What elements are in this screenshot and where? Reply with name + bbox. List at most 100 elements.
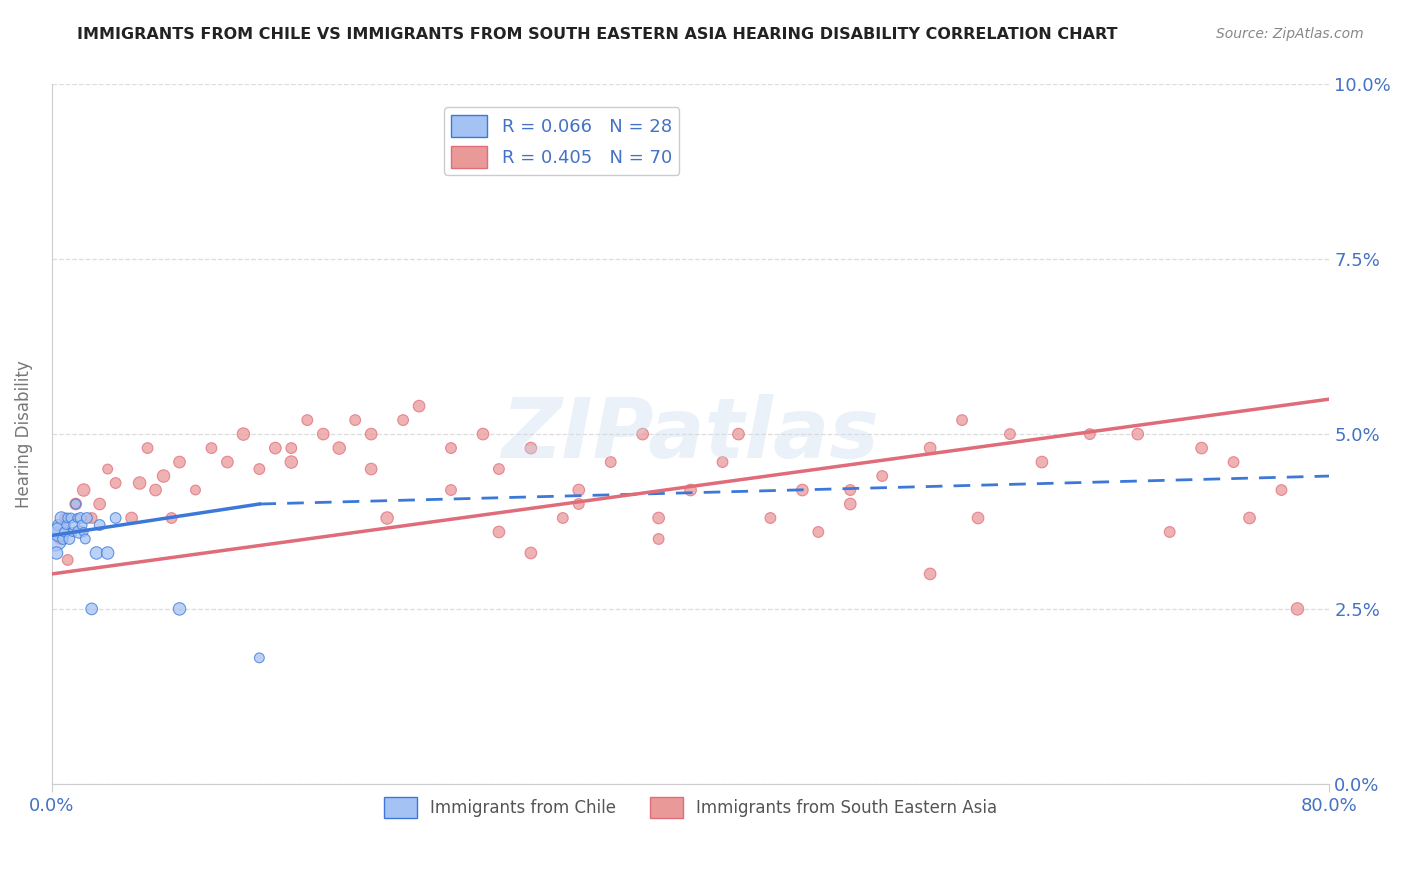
Text: ZIPatlas: ZIPatlas [502, 393, 880, 475]
Point [920, 566, 942, 581]
Point [870, 469, 893, 483]
Point [488, 524, 510, 539]
Point [392, 413, 415, 427]
Point [1191, 441, 1213, 455]
Point [1286, 602, 1309, 616]
Point [440, 483, 463, 497]
Point [145, 483, 167, 497]
Point [599, 455, 621, 469]
Point [200, 441, 222, 455]
Text: Source: ZipAtlas.com: Source: ZipAtlas.com [1216, 27, 1364, 41]
Point [440, 441, 463, 455]
Point [52, 532, 75, 546]
Point [759, 511, 782, 525]
Point [631, 427, 654, 442]
Point [160, 511, 183, 525]
Point [297, 413, 319, 427]
Point [647, 532, 669, 546]
Point [360, 462, 382, 476]
Point [839, 497, 862, 511]
Point [280, 441, 302, 455]
Point [121, 511, 143, 525]
Point [169, 602, 191, 616]
Point [136, 441, 159, 455]
Point [62, 524, 84, 539]
Point [65, 497, 87, 511]
Point [647, 511, 669, 525]
Point [344, 413, 367, 427]
Point [53, 511, 76, 525]
Point [792, 483, 814, 497]
Point [520, 546, 543, 560]
Point [73, 524, 96, 539]
Point [998, 427, 1021, 442]
Point [97, 462, 120, 476]
Y-axis label: Hearing Disability: Hearing Disability [15, 360, 32, 508]
Point [80, 602, 103, 616]
Point [807, 524, 830, 539]
Legend: Immigrants from Chile, Immigrants from South Eastern Asia: Immigrants from Chile, Immigrants from S… [377, 790, 1004, 824]
Point [86, 546, 108, 560]
Point [568, 483, 591, 497]
Point [375, 511, 398, 525]
Point [53, 524, 76, 539]
Point [89, 518, 111, 533]
Point [55, 518, 77, 533]
Point [44, 532, 66, 546]
Point [551, 511, 574, 525]
Point [711, 455, 734, 469]
Point [312, 427, 335, 442]
Point [59, 511, 82, 525]
Point [184, 483, 207, 497]
Point [75, 532, 97, 546]
Point [328, 441, 350, 455]
Point [520, 441, 543, 455]
Point [51, 511, 73, 525]
Point [568, 497, 591, 511]
Point [950, 413, 973, 427]
Point [488, 462, 510, 476]
Point [48, 524, 70, 539]
Point [104, 476, 127, 491]
Point [264, 441, 287, 455]
Point [1270, 483, 1292, 497]
Point [280, 455, 302, 469]
Point [128, 476, 150, 491]
Point [48, 532, 70, 546]
Point [66, 511, 89, 525]
Point [89, 497, 111, 511]
Text: IMMIGRANTS FROM CHILE VS IMMIGRANTS FROM SOUTH EASTERN ASIA HEARING DISABILITY C: IMMIGRANTS FROM CHILE VS IMMIGRANTS FROM… [77, 27, 1118, 42]
Point [70, 518, 93, 533]
Point [169, 455, 191, 469]
Point [104, 511, 127, 525]
Point [1239, 511, 1261, 525]
Point [247, 462, 270, 476]
Point [73, 483, 96, 497]
Point [247, 651, 270, 665]
Point [58, 532, 80, 546]
Point [63, 518, 86, 533]
Point [727, 427, 749, 442]
Point [217, 455, 239, 469]
Point [1031, 455, 1053, 469]
Point [408, 399, 430, 413]
Point [232, 427, 254, 442]
Point [360, 427, 382, 442]
Point [679, 483, 702, 497]
Point [920, 441, 942, 455]
Point [45, 546, 67, 560]
Point [967, 511, 990, 525]
Point [56, 553, 79, 567]
Point [67, 524, 90, 539]
Point [1159, 524, 1181, 539]
Point [1078, 427, 1101, 442]
Point [97, 546, 120, 560]
Point [56, 511, 79, 525]
Point [471, 427, 494, 442]
Point [839, 483, 862, 497]
Point [80, 511, 103, 525]
Point [46, 518, 69, 533]
Point [69, 511, 91, 525]
Point [152, 469, 174, 483]
Point [1126, 427, 1149, 442]
